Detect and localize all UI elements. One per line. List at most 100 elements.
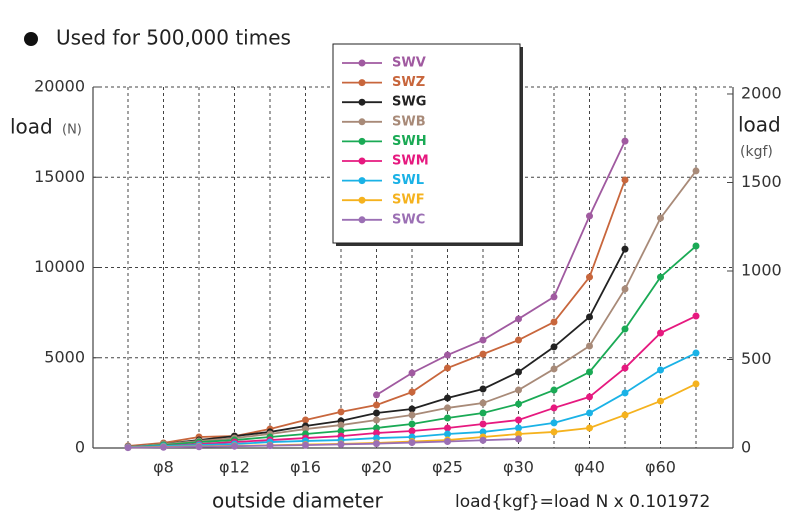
note: Used for 500,000 times: [56, 26, 291, 50]
data-point: [657, 273, 664, 281]
data-point: [586, 313, 593, 321]
legend-label: SWZ: [392, 75, 425, 90]
data-point: [515, 430, 522, 438]
data-point: [444, 424, 451, 432]
data-point: [692, 312, 700, 320]
legend-dot: [358, 137, 366, 145]
data-point: [302, 441, 309, 449]
data-point: [408, 420, 416, 428]
data-point: [408, 405, 416, 413]
legend-label: SWH: [392, 134, 427, 149]
annotation: load{kgf}=load N x 0.101972: [455, 492, 710, 512]
legend-label: SWG: [392, 95, 426, 110]
data-point: [337, 440, 345, 448]
data-point: [479, 336, 487, 344]
legend-label: SWM: [392, 154, 429, 169]
y2-axis-unit: (kgf): [740, 144, 773, 160]
y-tick-label: 0: [75, 438, 85, 457]
data-point: [515, 368, 522, 376]
x-tick-label: φ30: [503, 458, 534, 477]
data-point: [408, 411, 416, 419]
data-point: [195, 443, 203, 451]
data-point: [657, 397, 664, 405]
data-point: [444, 430, 451, 438]
legend-label: SWC: [392, 212, 425, 227]
legend-dot: [358, 118, 366, 126]
bullet: [24, 32, 38, 46]
data-point: [621, 137, 629, 145]
data-point: [408, 388, 416, 396]
data-point: [586, 368, 593, 376]
data-point: [266, 442, 274, 450]
data-point: [408, 427, 416, 435]
y-axis-label: load: [10, 115, 53, 139]
data-point: [444, 404, 451, 412]
y-tick-label: 20000: [34, 77, 85, 96]
data-point: [550, 419, 558, 427]
data-point: [621, 285, 629, 293]
data-point: [373, 409, 380, 417]
data-point: [444, 438, 451, 446]
data-point: [444, 364, 451, 372]
series-line: [127, 438, 519, 449]
y-tick-label: 10000: [34, 257, 85, 276]
data-point: [479, 385, 487, 393]
data-point: [373, 440, 380, 448]
data-point: [621, 325, 629, 333]
legend-label: SWL: [392, 173, 424, 188]
x-tick-label: φ40: [574, 458, 605, 477]
y2-axis-label: load: [738, 113, 781, 137]
data-point: [515, 424, 522, 432]
data-point: [515, 416, 522, 424]
x-tick-label: φ25: [432, 458, 463, 477]
data-point: [373, 416, 380, 424]
data-point: [550, 386, 558, 394]
data-point: [479, 420, 487, 428]
data-point: [515, 435, 522, 443]
data-point: [515, 386, 522, 394]
data-point: [408, 439, 416, 447]
x-tick-label: φ16: [290, 458, 321, 477]
data-point: [621, 389, 629, 397]
data-point: [479, 428, 487, 436]
data-point: [515, 315, 522, 323]
data-point: [586, 393, 593, 401]
data-point: [479, 436, 487, 444]
data-point: [621, 176, 629, 184]
data-point: [302, 425, 309, 433]
legend-dot: [358, 177, 366, 185]
data-point: [586, 342, 593, 350]
data-point: [621, 245, 629, 253]
data-point: [124, 444, 132, 452]
data-point: [586, 273, 593, 281]
x-tick-label: φ8: [153, 458, 174, 477]
y-tick-label: 5000: [44, 347, 85, 366]
legend-dot: [358, 196, 366, 204]
data-point: [302, 416, 309, 424]
legend-dot: [358, 216, 366, 224]
y2-tick-label: 0: [741, 438, 751, 457]
data-point: [657, 366, 664, 374]
legend-dot: [358, 59, 366, 67]
data-point: [337, 408, 345, 416]
data-point: [550, 343, 558, 351]
data-point: [408, 369, 416, 377]
data-point: [550, 404, 558, 412]
data-point: [586, 212, 593, 220]
y2-tick-label: 1000: [741, 260, 782, 279]
data-point: [586, 424, 593, 432]
y2-tick-label: 500: [741, 349, 772, 368]
data-point: [550, 293, 558, 301]
y2-tick-label: 2000: [741, 83, 782, 102]
data-point: [621, 411, 629, 419]
data-point: [657, 214, 664, 222]
series-line: [376, 140, 626, 396]
data-point: [692, 242, 700, 250]
data-point: [479, 350, 487, 358]
data-point: [621, 364, 629, 372]
data-point: [515, 336, 522, 344]
data-point: [479, 399, 487, 407]
data-point: [373, 391, 380, 399]
legend-label: SWV: [392, 56, 426, 71]
